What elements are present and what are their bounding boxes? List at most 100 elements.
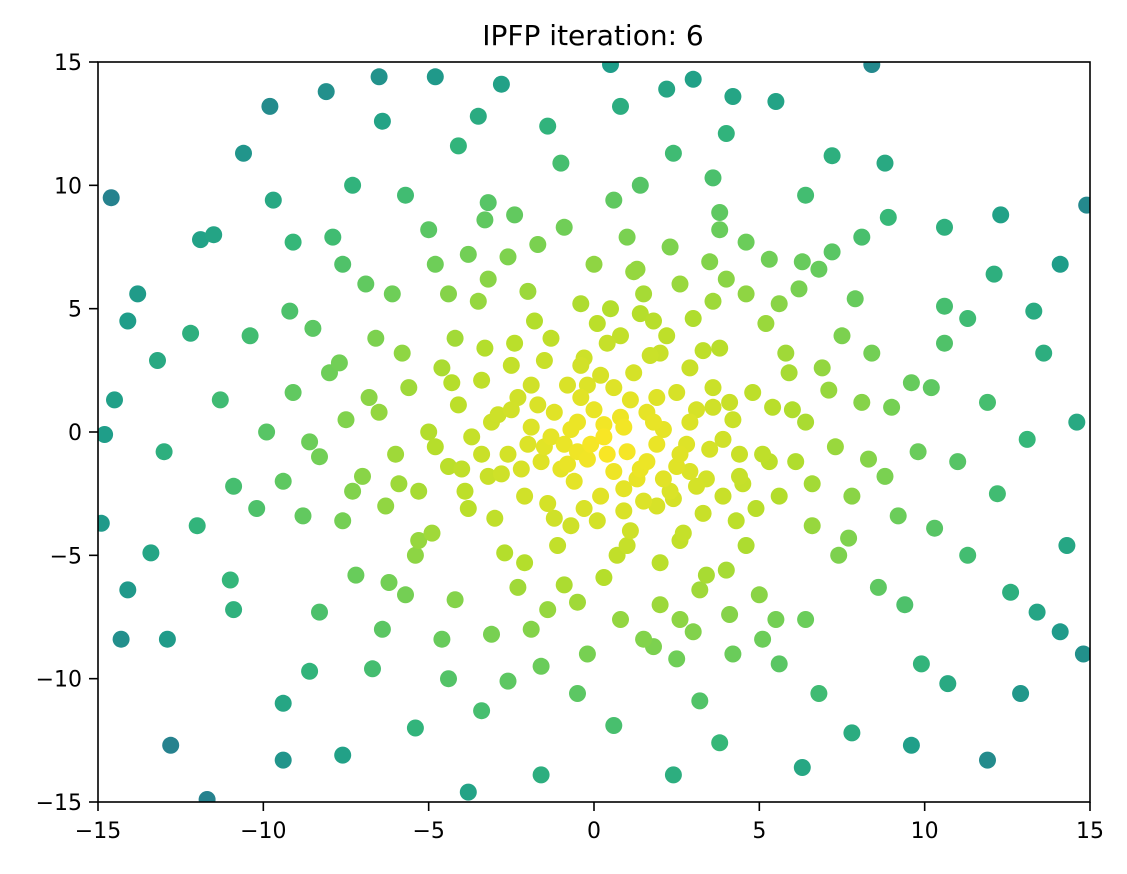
data-point — [737, 537, 755, 554]
data-point — [142, 544, 160, 562]
data-point — [770, 487, 788, 505]
data-point — [595, 416, 613, 434]
data-point — [294, 507, 312, 525]
y-tick-label: −10 — [36, 668, 82, 693]
data-point — [615, 502, 633, 520]
data-point — [618, 443, 636, 461]
data-point — [1074, 645, 1090, 663]
data-point — [535, 352, 553, 369]
data-point — [410, 532, 428, 549]
data-point — [337, 411, 355, 429]
data-point — [311, 603, 328, 621]
data-point — [717, 125, 735, 142]
data-point — [645, 312, 662, 330]
y-tick-label: 0 — [68, 421, 82, 446]
data-point — [519, 435, 537, 453]
data-point — [840, 529, 858, 547]
data-point — [453, 460, 471, 478]
data-point — [112, 630, 130, 648]
data-point — [357, 275, 375, 293]
data-point — [879, 208, 897, 226]
data-point — [721, 393, 739, 411]
data-point — [572, 389, 590, 406]
data-point — [694, 342, 712, 360]
x-tick-label: 10 — [911, 819, 939, 844]
data-point — [545, 403, 563, 421]
y-tick-label: 15 — [54, 51, 82, 76]
data-point — [631, 176, 649, 194]
data-point — [446, 329, 464, 347]
data-point — [691, 581, 709, 599]
data-point — [625, 364, 643, 382]
data-point — [658, 80, 676, 98]
data-point — [612, 327, 629, 345]
data-point — [469, 292, 487, 310]
data-point — [876, 467, 894, 485]
data-point — [876, 154, 894, 172]
data-point — [449, 137, 467, 155]
data-point — [902, 374, 920, 392]
data-point — [387, 445, 405, 463]
data-point — [717, 270, 735, 288]
data-point — [595, 569, 613, 586]
data-point — [281, 302, 299, 320]
data-point — [443, 374, 461, 392]
data-point — [562, 421, 580, 438]
data-point — [582, 435, 600, 453]
data-point — [648, 497, 666, 515]
data-point — [681, 463, 699, 480]
data-point — [578, 450, 596, 468]
data-point — [559, 455, 576, 473]
data-point — [797, 186, 815, 204]
data-point — [664, 766, 682, 784]
data-point — [529, 396, 547, 414]
data-point — [347, 566, 365, 584]
data-point — [380, 574, 398, 591]
data-point — [393, 344, 411, 362]
data-point — [711, 339, 729, 357]
data-point — [129, 285, 147, 303]
data-point — [479, 270, 497, 288]
data-point — [420, 423, 438, 441]
data-point — [397, 186, 414, 204]
data-point — [188, 517, 206, 535]
data-point — [949, 453, 967, 471]
data-point — [433, 359, 451, 377]
data-point — [744, 384, 762, 401]
data-point — [803, 517, 821, 535]
data-point — [532, 766, 550, 784]
data-point — [770, 655, 788, 673]
data-point — [790, 280, 808, 298]
data-point — [605, 717, 623, 734]
data-point — [192, 231, 209, 249]
data-point — [423, 524, 441, 542]
data-point — [820, 381, 838, 399]
data-point — [506, 334, 524, 352]
data-point — [205, 226, 223, 244]
data-point — [757, 315, 775, 332]
y-axis: −15 −10 −5 0 5 10 15 — [36, 51, 98, 816]
data-point — [727, 512, 745, 530]
data-point — [936, 297, 953, 315]
data-point — [516, 487, 534, 505]
chart-title: IPFP iteration: 6 — [482, 19, 703, 52]
data-point — [502, 356, 520, 374]
data-point — [605, 379, 623, 397]
data-point — [654, 470, 672, 488]
data-point — [476, 211, 494, 229]
data-point — [149, 352, 166, 369]
data-point — [770, 295, 788, 313]
data-point — [569, 593, 586, 611]
x-axis: −15 −10 −5 0 5 10 15 — [75, 802, 1104, 844]
data-point — [598, 334, 616, 352]
data-point — [426, 438, 444, 456]
data-point — [370, 403, 388, 421]
data-point — [618, 228, 636, 246]
data-point — [598, 445, 616, 463]
data-point — [1051, 255, 1069, 273]
data-point — [860, 450, 877, 468]
data-point — [658, 327, 676, 345]
data-point — [747, 500, 765, 517]
data-point — [119, 312, 137, 330]
data-point — [1028, 603, 1046, 621]
